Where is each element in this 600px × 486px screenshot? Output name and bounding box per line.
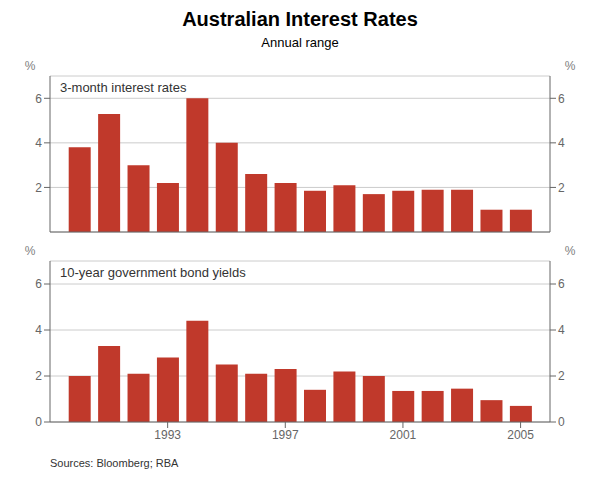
- svg-text:4: 4: [35, 323, 42, 337]
- svg-text:%: %: [565, 59, 576, 73]
- svg-text:4: 4: [558, 323, 565, 337]
- svg-text:2001: 2001: [390, 428, 417, 442]
- svg-text:2: 2: [35, 369, 42, 383]
- html-text:Australian Interest Rates: Australian Interest Rates: [182, 8, 418, 30]
- svg-text:0: 0: [558, 415, 565, 429]
- svg-text:1997: 1997: [272, 428, 299, 442]
- svg-text:4: 4: [558, 136, 565, 150]
- svg-text:2: 2: [558, 181, 565, 195]
- svg-text:6: 6: [558, 92, 565, 106]
- svg-text:0: 0: [35, 415, 42, 429]
- svg-text:2005: 2005: [507, 428, 534, 442]
- html-text:10-year government bond yields: 10-year government bond yields: [60, 265, 246, 280]
- html-text:Annual range: Annual range: [261, 35, 339, 50]
- svg-text:6: 6: [35, 277, 42, 291]
- html-text:3-month interest rates: 3-month interest rates: [60, 80, 187, 95]
- svg-text:6: 6: [35, 92, 42, 106]
- svg-text:%: %: [25, 59, 36, 73]
- svg-text:4: 4: [35, 136, 42, 150]
- svg-text:2: 2: [35, 181, 42, 195]
- svg-text:2: 2: [558, 369, 565, 383]
- svg-text:6: 6: [558, 277, 565, 291]
- svg-text:%: %: [565, 244, 576, 258]
- svg-text:%: %: [25, 244, 36, 258]
- svg-text:1993: 1993: [154, 428, 181, 442]
- html-text:Sources: Bloomberg; RBA: Sources: Bloomberg; RBA: [50, 457, 179, 469]
